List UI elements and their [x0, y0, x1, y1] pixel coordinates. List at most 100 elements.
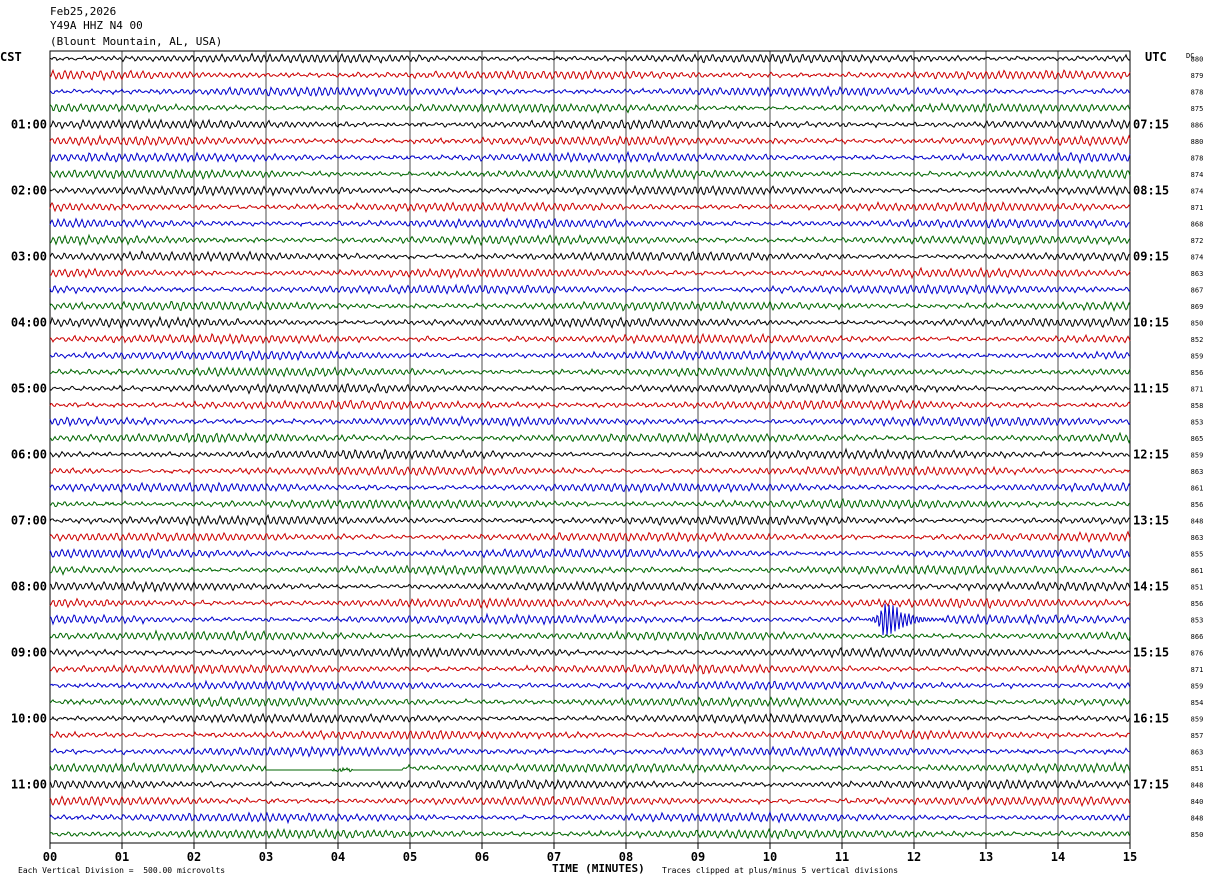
seismic-trace: [49, 85, 1131, 98]
seismic-trace: [49, 266, 1131, 280]
dc-offset-label: 878: [1191, 89, 1204, 97]
dc-offset-label: 850: [1191, 320, 1204, 328]
seismic-trace: [49, 283, 1131, 296]
x-axis-label: TIME (MINUTES): [552, 862, 645, 875]
dc-offset-label: 865: [1191, 435, 1204, 443]
hour-label-cst: 07:00: [11, 514, 47, 528]
x-tick-label: 04: [331, 850, 345, 864]
seismic-trace: [49, 761, 1131, 774]
x-tick-label: 06: [475, 850, 489, 864]
plot-border: [49, 50, 1131, 844]
x-tick-label: 12: [907, 850, 921, 864]
hour-label-cst: 11:00: [11, 778, 47, 792]
hour-label-cst: 01:00: [11, 118, 47, 132]
right-timezone: UTC: [1145, 50, 1167, 64]
dc-offset-label: 859: [1191, 716, 1204, 724]
dc-offset-label: 874: [1191, 188, 1204, 196]
seismic-trace: [49, 366, 1131, 378]
x-tick-label: 09: [691, 850, 705, 864]
header-location: (Blount Mountain, AL, USA): [50, 35, 223, 48]
dc-offset-label: 867: [1191, 287, 1204, 295]
x-tick-label: 10: [763, 850, 777, 864]
hour-label-utc: 13:15: [1133, 514, 1169, 528]
hour-label-utc: 08:15: [1133, 184, 1169, 198]
seismic-trace: [49, 514, 1131, 527]
scale-note: Each Vertical Division = 500.00 microvol…: [18, 866, 226, 875]
dc-offset-label: 863: [1191, 468, 1204, 476]
seismic-trace: [49, 497, 1131, 511]
hour-label-utc: 17:15: [1133, 778, 1169, 792]
seismic-trace: [49, 300, 1131, 312]
hour-label-utc: 09:15: [1133, 250, 1169, 264]
seismic-trace: [49, 447, 1131, 461]
seismic-trace: [49, 102, 1131, 115]
hour-label-utc: 07:15: [1133, 118, 1169, 132]
dc-offset-label: 879: [1191, 72, 1204, 80]
seismic-trace: [49, 712, 1131, 725]
dc-offset-label: 853: [1191, 617, 1204, 625]
dc-offset-label: 861: [1191, 567, 1204, 575]
header-station: Y49A HHZ N4 00: [50, 19, 143, 32]
seismic-trace: [49, 200, 1131, 214]
seismic-trace: [49, 679, 1131, 692]
x-tick-label: 03: [259, 850, 273, 864]
x-tick-label: 05: [403, 850, 417, 864]
x-tick-label: 13: [979, 850, 993, 864]
dc-offset-label: 886: [1191, 122, 1204, 130]
dc-offset-label: 856: [1191, 501, 1204, 509]
seismic-trace: [49, 431, 1131, 444]
dc-offset-label: 880: [1191, 56, 1204, 64]
seismic-trace: [49, 383, 1131, 395]
dc-offset-label: 861: [1191, 485, 1204, 493]
grid: [49, 50, 1131, 849]
x-tick-label: 07: [547, 850, 561, 864]
seismic-trace: [49, 745, 1131, 758]
hour-label-cst: 08:00: [11, 580, 47, 594]
dc-offset-label: 868: [1191, 221, 1204, 229]
dc-offset-label: 857: [1191, 732, 1204, 740]
seismic-trace: [49, 233, 1131, 247]
seismic-trace: [49, 597, 1131, 609]
x-tick-label: 15: [1123, 850, 1137, 864]
seismic-trace: [49, 68, 1131, 82]
left-timezone: CST: [0, 50, 22, 64]
dc-offset-label: 871: [1191, 386, 1204, 394]
dc-offset-label: 848: [1191, 518, 1204, 526]
dc-offset-label: 848: [1191, 815, 1204, 823]
dc-offset-label: 852: [1191, 336, 1204, 344]
x-tick-label: 00: [43, 850, 57, 864]
seismic-trace: [49, 349, 1131, 362]
x-tick-label: 14: [1051, 850, 1065, 864]
dc-offset-label: 850: [1191, 831, 1204, 839]
dc-offset-label: 854: [1191, 699, 1204, 707]
seismic-trace: [49, 415, 1131, 428]
hour-label-cst: 03:00: [11, 250, 47, 264]
dc-offset-label: 863: [1191, 270, 1204, 278]
seismic-trace: [49, 465, 1131, 477]
dc-header: DC: [1186, 52, 1194, 60]
dc-offset-label: 874: [1191, 254, 1204, 262]
dc-offset-label: 869: [1191, 303, 1204, 311]
hour-label-cst: 05:00: [11, 382, 47, 396]
dc-offset-label: 851: [1191, 765, 1204, 773]
seismic-trace: [49, 810, 1131, 825]
dc-offset-label: 851: [1191, 584, 1204, 592]
x-tick-label: 01: [115, 850, 129, 864]
seismic-trace: [49, 603, 1131, 636]
seismic-trace: [49, 729, 1131, 741]
dc-offset-label: 859: [1191, 683, 1204, 691]
seismic-trace: [49, 118, 1131, 131]
dc-offset-label: 871: [1191, 204, 1204, 212]
seismic-trace: [49, 184, 1131, 197]
seismic-trace: [49, 250, 1131, 263]
dc-offset-label: 863: [1191, 534, 1204, 542]
seismic-trace: [49, 629, 1131, 642]
dc-offset-label: 848: [1191, 782, 1204, 790]
hour-label-utc: 14:15: [1133, 580, 1169, 594]
x-tick-label: 11: [835, 850, 849, 864]
hour-label-utc: 10:15: [1133, 316, 1169, 330]
hour-label-cst: 06:00: [11, 448, 47, 462]
seismic-trace: [49, 481, 1131, 494]
seismic-trace: [49, 646, 1131, 659]
